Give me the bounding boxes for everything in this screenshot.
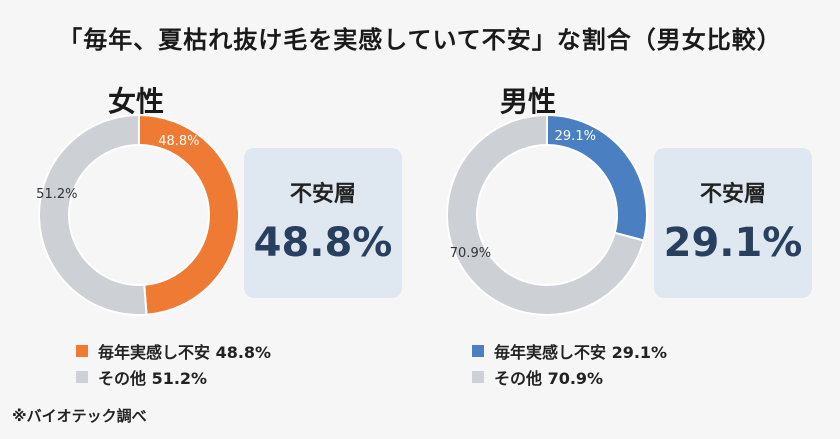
female-legend-swatch-anxious [76,345,88,357]
male-stat-box: 不安層 29.1% [654,148,812,298]
male-stat-label: 不安層 [699,182,766,207]
female-legend-item-other: その他 51.2% [76,364,271,390]
female-panel-title: 女性 [108,85,165,118]
female-donut-chart: 48.8% 51.2% [36,113,241,316]
male-panel: 男性 29.1% 70.9% 不安層 29.1% 毎年実感し不安 29.1% その… [420,80,840,400]
female-stat-label: 不安層 [289,182,356,207]
female-legend-label-other: その他 51.2% [98,369,208,388]
male-donut-chart: 29.1% 70.9% [446,113,648,316]
female-legend-label-anxious: 毎年実感し不安 48.8% [98,343,272,362]
male-legend: 毎年実感し不安 29.1% その他 70.9% [472,338,667,390]
female-donut-slice-1 [38,113,148,316]
male-donut-slice-1 [446,113,645,316]
male-legend-item-anxious: 毎年実感し不安 29.1% [472,338,667,364]
female-panel: 女性 48.8% 51.2% 不安層 48.8% 毎年実感し不安 48.8% その… [0,80,420,400]
female-legend-swatch-other [76,371,88,383]
female-stat-value: 48.8% [253,220,393,266]
female-legend-item-anxious: 毎年実感し不安 48.8% [76,338,271,364]
female-slice-label-0: 48.8% [158,134,199,149]
female-donut-slice-0 [138,113,241,316]
female-slice-label-1: 51.2% [36,187,77,202]
male-panel-title: 男性 [500,85,557,118]
female-stat-box: 不安層 48.8% [244,148,402,298]
chart-title: 「毎年、夏枯れ抜け毛を実感していて不安」な割合（男女比較） [58,26,782,54]
male-legend-swatch-anxious [472,345,484,357]
male-legend-label-anxious: 毎年実感し不安 29.1% [494,343,668,362]
male-legend-swatch-other [472,371,484,383]
male-legend-label-other: その他 70.9% [494,369,604,388]
male-legend-item-other: その他 70.9% [472,364,667,390]
source-footnote: ※バイオテック調べ [12,407,147,425]
male-stat-value: 29.1% [663,220,803,266]
female-legend: 毎年実感し不安 48.8% その他 51.2% [76,338,271,390]
male-slice-label-0: 29.1% [555,129,596,144]
male-slice-label-1: 70.9% [450,246,491,261]
